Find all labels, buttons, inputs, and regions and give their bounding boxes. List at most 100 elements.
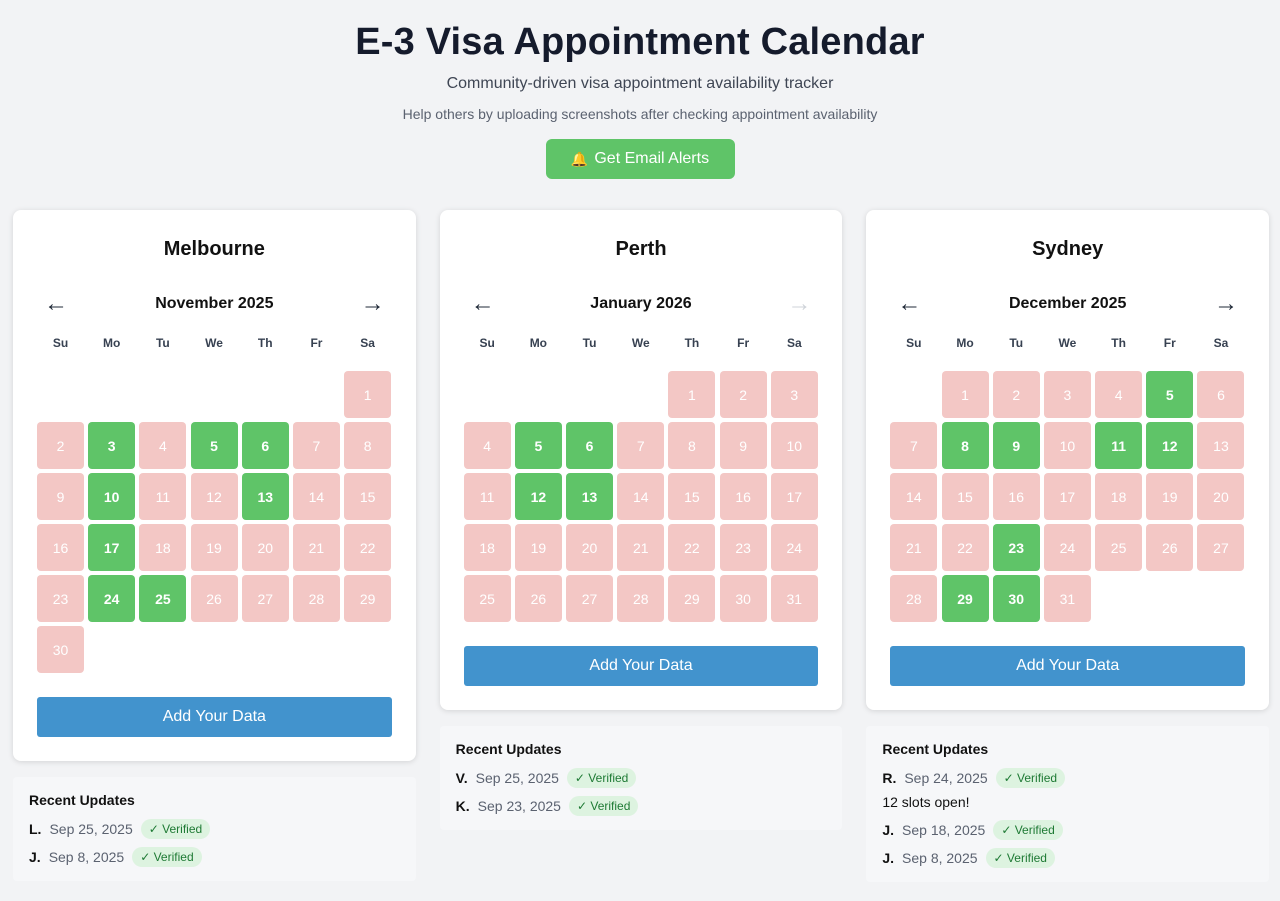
unavailable-day[interactable]: 30 [719,575,767,622]
available-day[interactable]: 13 [241,473,289,520]
unavailable-day[interactable]: 20 [1197,473,1245,520]
unavailable-day[interactable]: 27 [241,575,289,622]
available-day[interactable]: 24 [88,575,136,622]
unavailable-day[interactable]: 19 [514,524,562,571]
available-day[interactable]: 6 [241,422,289,469]
unavailable-day[interactable]: 16 [992,473,1040,520]
unavailable-day[interactable]: 12 [190,473,238,520]
unavailable-day[interactable]: 27 [1197,524,1245,571]
prev-month-arrow-icon[interactable]: ← [470,290,495,317]
add-your-data-button[interactable]: Add Your Data [463,646,819,686]
unavailable-day[interactable]: 31 [1043,575,1091,622]
unavailable-day[interactable]: 6 [1197,371,1245,418]
unavailable-day[interactable]: 14 [292,473,340,520]
unavailable-day[interactable]: 17 [1043,473,1091,520]
add-your-data-button[interactable]: Add Your Data [37,697,392,737]
unavailable-day[interactable]: 21 [890,524,938,571]
unavailable-day[interactable]: 19 [190,524,238,571]
unavailable-day[interactable]: 28 [617,575,665,622]
unavailable-day[interactable]: 14 [617,473,665,520]
email-alerts-button[interactable]: 🔔 Get Email Alerts [545,139,735,179]
unavailable-day[interactable]: 4 [463,422,511,469]
unavailable-day[interactable]: 25 [1095,524,1143,571]
unavailable-day[interactable]: 11 [463,473,511,520]
unavailable-day[interactable]: 21 [292,524,340,571]
unavailable-day[interactable]: 17 [770,473,818,520]
available-day[interactable]: 10 [88,473,136,520]
unavailable-day[interactable]: 7 [292,422,340,469]
available-day[interactable]: 3 [88,422,136,469]
unavailable-day[interactable]: 2 [719,371,767,418]
unavailable-day[interactable]: 9 [719,422,767,469]
available-day[interactable]: 6 [566,422,614,469]
unavailable-day[interactable]: 22 [941,524,989,571]
unavailable-day[interactable]: 18 [463,524,511,571]
available-day[interactable]: 11 [1095,422,1143,469]
unavailable-day[interactable]: 28 [292,575,340,622]
unavailable-day[interactable]: 7 [890,422,938,469]
available-day[interactable]: 25 [139,575,187,622]
unavailable-day[interactable]: 28 [890,575,938,622]
unavailable-day[interactable]: 21 [617,524,665,571]
prev-month-arrow-icon[interactable]: ← [897,290,922,317]
prev-month-arrow-icon[interactable]: ← [44,290,68,317]
unavailable-day[interactable]: 4 [1095,371,1143,418]
unavailable-day[interactable]: 18 [1095,473,1143,520]
unavailable-day[interactable]: 23 [37,575,84,622]
available-day[interactable]: 12 [1146,422,1194,469]
unavailable-day[interactable]: 20 [241,524,289,571]
unavailable-day[interactable]: 22 [344,524,392,571]
add-your-data-button[interactable]: Add Your Data [890,646,1246,686]
unavailable-day[interactable]: 16 [719,473,767,520]
available-day[interactable]: 30 [992,575,1040,622]
unavailable-day[interactable]: 27 [566,575,614,622]
unavailable-day[interactable]: 26 [1146,524,1194,571]
unavailable-day[interactable]: 10 [1043,422,1091,469]
unavailable-day[interactable]: 31 [770,575,818,622]
next-month-arrow-icon[interactable]: → [360,290,385,317]
available-day[interactable]: 12 [514,473,562,520]
unavailable-day[interactable]: 10 [770,422,818,469]
available-day[interactable]: 5 [514,422,562,469]
available-day[interactable]: 8 [941,422,989,469]
unavailable-day[interactable]: 15 [668,473,716,520]
available-day[interactable]: 9 [992,422,1040,469]
available-day[interactable]: 13 [566,473,614,520]
unavailable-day[interactable]: 15 [344,473,392,520]
unavailable-day[interactable]: 23 [719,524,767,571]
available-day[interactable]: 23 [992,524,1040,571]
unavailable-day[interactable]: 20 [566,524,614,571]
unavailable-day[interactable]: 18 [139,524,187,571]
unavailable-day[interactable]: 24 [770,524,818,571]
unavailable-day[interactable]: 19 [1146,473,1194,520]
unavailable-day[interactable]: 7 [617,422,665,469]
unavailable-day[interactable]: 26 [514,575,562,622]
available-day[interactable]: 5 [190,422,238,469]
available-day[interactable]: 17 [88,524,136,571]
unavailable-day[interactable]: 29 [344,575,392,622]
unavailable-day[interactable]: 29 [668,575,716,622]
unavailable-day[interactable]: 16 [37,524,84,571]
unavailable-day[interactable]: 3 [1043,371,1091,418]
unavailable-day[interactable]: 8 [668,422,716,469]
unavailable-day[interactable]: 4 [139,422,187,469]
unavailable-day[interactable]: 1 [941,371,989,418]
available-day[interactable]: 29 [941,575,989,622]
unavailable-day[interactable]: 8 [344,422,392,469]
unavailable-day[interactable]: 26 [190,575,238,622]
unavailable-day[interactable]: 15 [941,473,989,520]
next-month-arrow-icon[interactable]: → [1214,290,1239,317]
unavailable-day[interactable]: 24 [1043,524,1091,571]
unavailable-day[interactable]: 25 [463,575,511,622]
unavailable-day[interactable]: 30 [37,626,84,673]
unavailable-day[interactable]: 1 [668,371,716,418]
unavailable-day[interactable]: 11 [139,473,187,520]
unavailable-day[interactable]: 22 [668,524,716,571]
unavailable-day[interactable]: 3 [770,371,818,418]
available-day[interactable]: 5 [1146,371,1194,418]
unavailable-day[interactable]: 2 [992,371,1040,418]
unavailable-day[interactable]: 9 [37,473,84,520]
unavailable-day[interactable]: 14 [890,473,938,520]
unavailable-day[interactable]: 1 [344,371,392,418]
unavailable-day[interactable]: 2 [37,422,84,469]
